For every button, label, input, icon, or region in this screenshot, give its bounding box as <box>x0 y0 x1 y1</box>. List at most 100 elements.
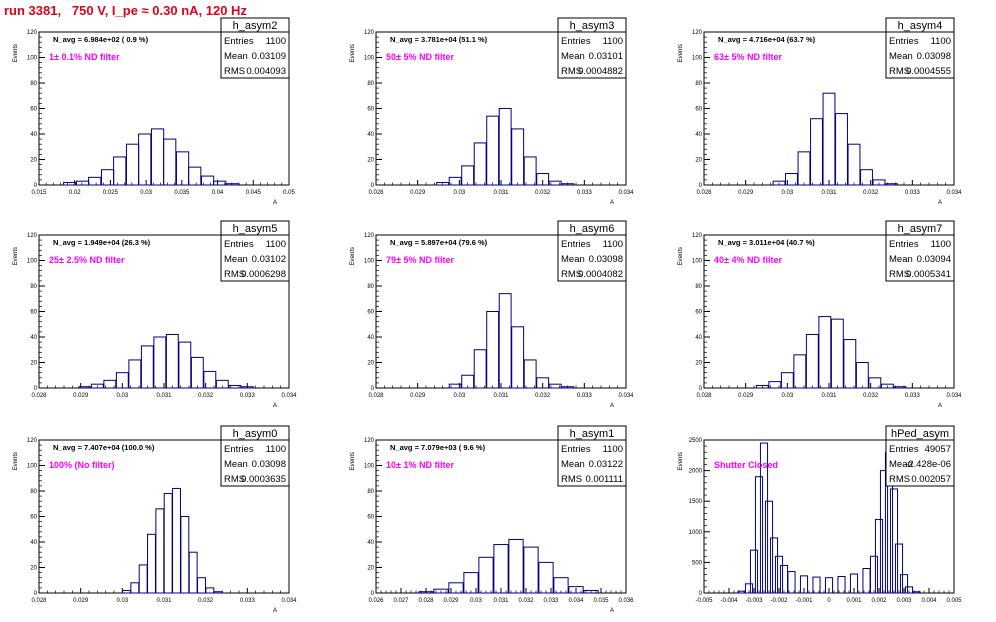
x-tick-label: 0.034 <box>568 598 584 604</box>
x-tick-label: 0.028 <box>368 393 384 399</box>
histogram-bar <box>568 586 584 594</box>
x-axis-label: A <box>610 200 614 206</box>
y-tick-label: 20 <box>695 158 702 164</box>
histogram-bar <box>138 564 148 594</box>
stats-value-rms: 0.004093 <box>246 66 286 77</box>
stats-hist-name: h_asym2 <box>233 20 278 32</box>
stats-value-entries: 1100 <box>931 239 951 250</box>
histogram-bar <box>749 549 759 594</box>
histogram-bar <box>188 551 198 594</box>
histogram-bar <box>818 316 832 389</box>
x-tick-label: 0.029 <box>73 393 89 399</box>
y-tick-label: 0 <box>699 591 703 597</box>
stats-value-rms: 0.001111 <box>585 474 623 485</box>
stats-label-mean: Mean <box>889 51 913 62</box>
x-tick-label: 0.029 <box>738 393 754 399</box>
y-tick-label: 0 <box>371 386 375 392</box>
x-tick-label: 0.029 <box>443 598 459 604</box>
x-axis-label: A <box>610 403 614 409</box>
x-tick-label: 0.032 <box>535 393 551 399</box>
x-tick-label: 0.036 <box>618 598 634 604</box>
stats-value-mean: 0.03102 <box>252 254 286 265</box>
histogram-bar <box>764 500 774 594</box>
x-axis-label: A <box>273 403 277 409</box>
x-tick-label: 0 <box>827 598 831 604</box>
stats-box: hPed_asym Entries 49057 Mean-2.428e-06 RMS 0.… <box>885 425 955 487</box>
x-tick-label: 0.015 <box>31 190 47 196</box>
y-tick-label: 40 <box>367 540 374 546</box>
histogram-bar <box>448 383 462 389</box>
navg-label: N_avg = 3.781e+04 (51.1 %) <box>390 35 488 44</box>
y-tick-label: 80 <box>30 81 37 87</box>
stats-box-frame <box>220 425 290 487</box>
histogram-bar <box>498 293 512 389</box>
stats-box-frame <box>557 220 627 282</box>
stats-value-entries: 1100 <box>603 444 623 455</box>
stats-label-entries: Entries <box>224 239 254 250</box>
histogram-bar <box>872 179 886 186</box>
x-tick-label: 0.03 <box>140 190 152 196</box>
histogram-bar <box>448 176 462 186</box>
x-tick-label: 0.033 <box>543 598 559 604</box>
histogram-bar <box>810 118 823 186</box>
y-axis-label: Events <box>678 44 684 62</box>
histogram-bar <box>240 386 254 389</box>
x-tick-label: 0.028 <box>696 393 712 399</box>
histogram-bar <box>889 488 899 594</box>
histogram-bar <box>88 176 102 186</box>
y-axis-label: Events <box>678 452 684 470</box>
y-tick-label: 80 <box>367 284 374 290</box>
y-tick-label: 100 <box>27 464 38 470</box>
y-tick-label: 2500 <box>689 438 703 444</box>
stats-label-entries: Entries <box>561 36 591 47</box>
histogram-panel-h_asym0: 0.028 0.029 0.03 0.031 0.032 0.033 0.034 0 20 40 6… <box>13 425 297 614</box>
y-tick-label: 80 <box>30 284 37 290</box>
stats-value-rms: 0.0003635 <box>241 474 286 485</box>
stats-value-mean: 0.03098 <box>589 254 623 265</box>
histogram-bar <box>780 372 794 389</box>
x-axis-label: A <box>610 608 614 614</box>
stats-label-mean: Mean <box>561 254 585 265</box>
x-tick-label: -0.005 <box>695 598 713 604</box>
histogram-bar <box>130 582 140 594</box>
histogram-bar <box>103 379 117 389</box>
y-tick-label: 0 <box>34 183 38 189</box>
y-tick-label: 120 <box>364 438 375 444</box>
histogram-bar <box>138 133 152 186</box>
x-tick-label: 0.032 <box>198 598 214 604</box>
stats-label-entries: Entries <box>889 239 919 250</box>
stats-label-rms: RMS <box>889 269 910 280</box>
y-tick-label: 120 <box>364 30 375 36</box>
x-tick-label: -0.004 <box>720 598 738 604</box>
y-tick-label: 40 <box>695 132 702 138</box>
histogram-bar <box>205 587 215 594</box>
histogram-bar <box>843 339 857 389</box>
navg-label: N_avg = 4.716e+04 (63.7 %) <box>718 35 816 44</box>
filter-annotation: 10± 1% ND filter <box>386 460 454 470</box>
histogram-bar <box>874 519 884 594</box>
stats-value-rms: 0.0005341 <box>906 269 951 280</box>
x-tick-label: 0.03 <box>116 393 128 399</box>
histogram-bar <box>912 591 921 594</box>
histogram-bar <box>523 359 537 389</box>
stats-value-mean: 0.03098 <box>252 459 286 470</box>
histogram-bar <box>78 386 92 389</box>
x-tick-label: 0.029 <box>738 190 754 196</box>
y-tick-label: 40 <box>367 335 374 341</box>
x-tick-label: -0.003 <box>745 598 763 604</box>
navg-label: N_avg = 5.897e+04 (79.6 %) <box>390 238 488 247</box>
stats-box-frame <box>885 220 955 282</box>
histogram-bar <box>779 564 789 594</box>
histogram-bar <box>486 115 500 186</box>
histogram-bar <box>463 572 479 594</box>
histogram-bar <box>538 561 554 594</box>
histogram-bar <box>197 577 206 594</box>
histogram-bar <box>904 586 914 594</box>
histogram-bar <box>548 383 562 389</box>
histogram-bar <box>215 379 229 389</box>
histogram-bar <box>90 383 104 389</box>
histogram-bar <box>433 588 449 594</box>
histogram-bar <box>200 175 215 186</box>
x-tick-label: 0.033 <box>577 393 593 399</box>
y-axis-label: Events <box>678 247 684 265</box>
